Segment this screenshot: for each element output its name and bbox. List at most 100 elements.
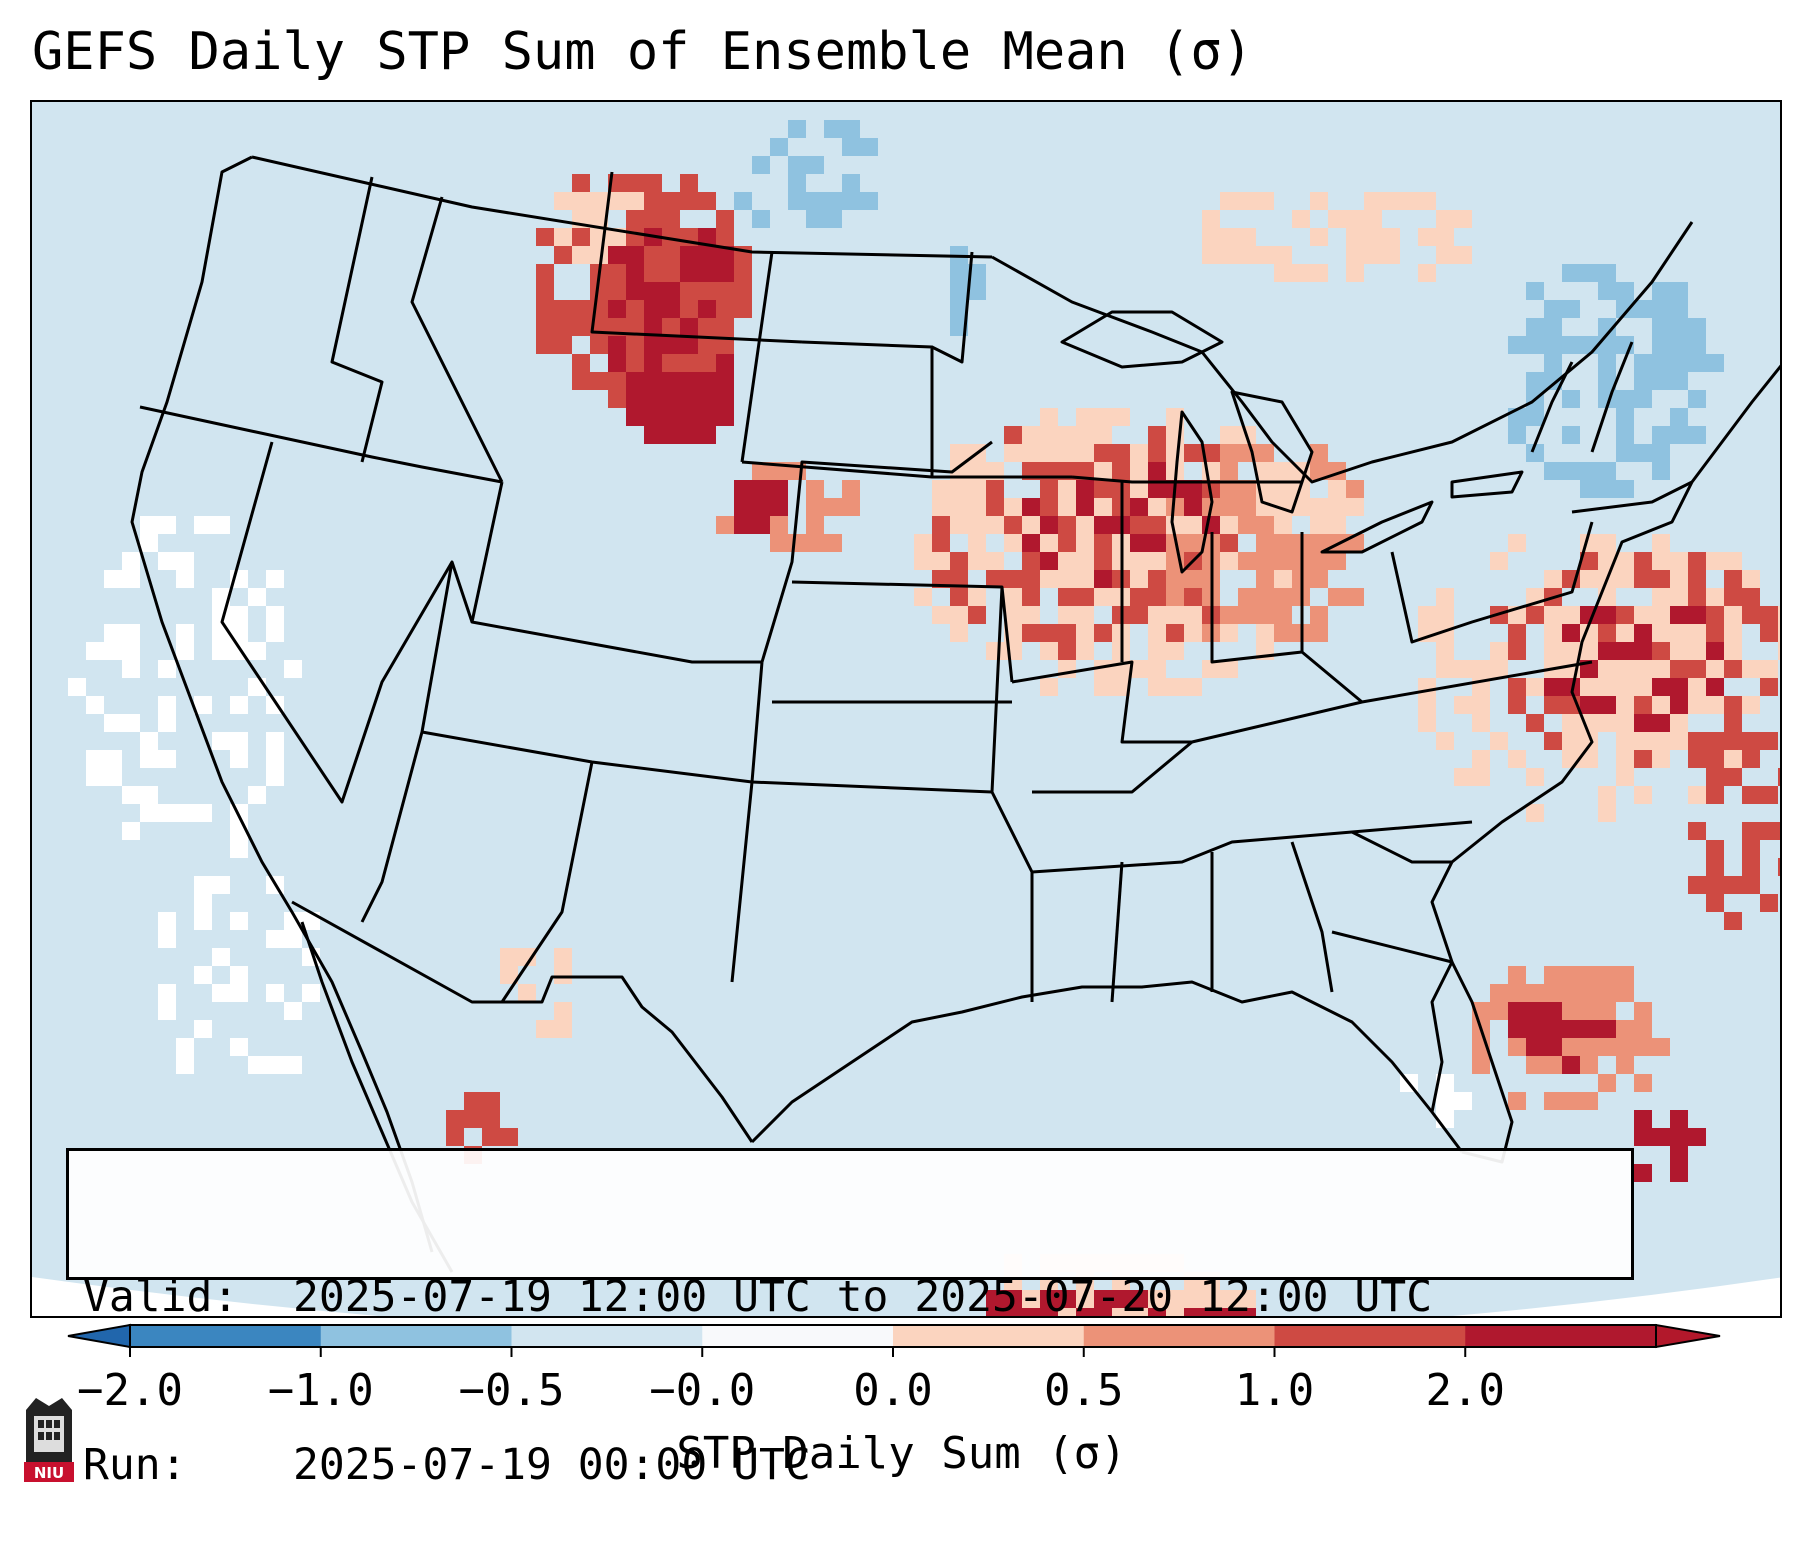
anomaly-cell	[194, 804, 212, 822]
anomaly-cell	[986, 1290, 1004, 1308]
colorbar-segment	[511, 1325, 703, 1347]
anomaly-cell	[140, 750, 158, 768]
anomaly-cell	[626, 336, 644, 354]
anomaly-cell	[1670, 372, 1688, 390]
anomaly-cell	[1274, 606, 1292, 624]
anomaly-cell	[1670, 1110, 1688, 1128]
anomaly-cell	[752, 210, 770, 228]
anomaly-cell	[1274, 264, 1292, 282]
anomaly-cell	[1328, 498, 1346, 516]
anomaly-cell	[1580, 732, 1598, 750]
anomaly-cell	[968, 588, 986, 606]
colorbar-label: STP Daily Sum (σ)	[676, 1428, 1127, 1479]
state-line	[220, 441, 474, 804]
anomaly-cell	[1508, 1038, 1526, 1056]
anomaly-cell	[626, 210, 644, 228]
anomaly-cell	[824, 192, 842, 210]
anomaly-cell	[572, 192, 590, 210]
anomaly-cell	[680, 192, 698, 210]
anomaly-cell	[176, 1056, 194, 1074]
anomaly-cell	[1256, 606, 1274, 624]
anomaly-cell	[194, 1020, 212, 1038]
anomaly-cell	[554, 948, 572, 966]
anomaly-cell	[1562, 984, 1580, 1002]
anomaly-cell	[968, 606, 986, 624]
anomaly-cell	[806, 210, 824, 228]
anomaly-cell	[824, 210, 842, 228]
anomaly-cell	[1526, 336, 1544, 354]
anomaly-cell	[1076, 426, 1094, 444]
anomaly-cell	[680, 246, 698, 264]
anomaly-cell	[518, 984, 536, 1002]
anomaly-cell	[1598, 660, 1616, 678]
anomaly-cell	[1634, 606, 1652, 624]
anomaly-cell	[644, 246, 662, 264]
anomaly-cell	[1220, 228, 1238, 246]
anomaly-cell	[1634, 354, 1652, 372]
anomaly-cell	[1004, 588, 1022, 606]
anomaly-cell	[1022, 588, 1040, 606]
state-line	[1300, 532, 1363, 704]
anomaly-cell	[1634, 714, 1652, 732]
anomaly-cell	[1220, 606, 1238, 624]
anomaly-cell	[140, 804, 158, 822]
anomaly-cell	[1220, 246, 1238, 264]
anomaly-cell	[1544, 642, 1562, 660]
anomaly-cell	[1040, 1290, 1058, 1308]
anomaly-cell	[1760, 822, 1778, 840]
anomaly-cell	[1652, 750, 1670, 768]
chart-title: GEFS Daily STP Sum of Ensemble Mean (σ)	[32, 22, 1253, 82]
anomaly-cell	[1562, 624, 1580, 642]
anomaly-cell	[1166, 516, 1184, 534]
anomaly-cell	[1580, 336, 1598, 354]
anomaly-cell	[1310, 444, 1328, 462]
anomaly-cell	[932, 570, 950, 588]
anomaly-cell	[1670, 426, 1688, 444]
anomaly-cell	[572, 246, 590, 264]
anomaly-cell	[1220, 534, 1238, 552]
anomaly-cell	[1706, 786, 1724, 804]
anomaly-cell	[1706, 552, 1724, 570]
anomaly-cell	[500, 948, 518, 966]
anomaly-cell	[1742, 570, 1760, 588]
anomaly-cell	[1508, 1092, 1526, 1110]
anomaly-cell	[1580, 1020, 1598, 1038]
anomaly-cell	[986, 642, 1004, 660]
anomaly-cell	[1742, 822, 1760, 840]
anomaly-cell	[1238, 498, 1256, 516]
anomaly-cell	[158, 696, 176, 714]
anomaly-cell	[1490, 552, 1508, 570]
anomaly-cell	[1778, 858, 1780, 876]
anomaly-cell	[1652, 642, 1670, 660]
state-line	[1331, 930, 1453, 964]
anomaly-cell	[734, 498, 752, 516]
anomaly-cell	[1040, 1308, 1058, 1316]
state-line	[760, 440, 993, 663]
anomaly-cell	[1310, 606, 1328, 624]
anomaly-cell	[1040, 642, 1058, 660]
anomaly-cell	[1346, 228, 1364, 246]
anomaly-cell	[1580, 462, 1598, 480]
anomaly-cell	[698, 336, 716, 354]
lake-erie	[1320, 500, 1434, 554]
anomaly-cell	[1184, 624, 1202, 642]
anomaly-cell	[806, 516, 824, 534]
anomaly-cell	[1112, 678, 1130, 696]
anomaly-cell	[158, 930, 176, 948]
anomaly-cell	[842, 138, 860, 156]
anomaly-cell	[716, 282, 734, 300]
anomaly-cell	[1598, 624, 1616, 642]
anomaly-cell	[716, 264, 734, 282]
anomaly-cell	[1526, 606, 1544, 624]
anomaly-cell	[950, 552, 968, 570]
anomaly-cell	[1742, 858, 1760, 876]
anomaly-cell	[1310, 498, 1328, 516]
anomaly-cell	[536, 318, 554, 336]
anomaly-cell	[1616, 426, 1634, 444]
anomaly-cell	[788, 534, 806, 552]
colorbar-segment	[130, 1325, 322, 1347]
anomaly-cell	[230, 696, 248, 714]
anomaly-cell	[1760, 894, 1778, 912]
anomaly-cell	[1652, 1038, 1670, 1056]
anomaly-cell	[122, 822, 140, 840]
